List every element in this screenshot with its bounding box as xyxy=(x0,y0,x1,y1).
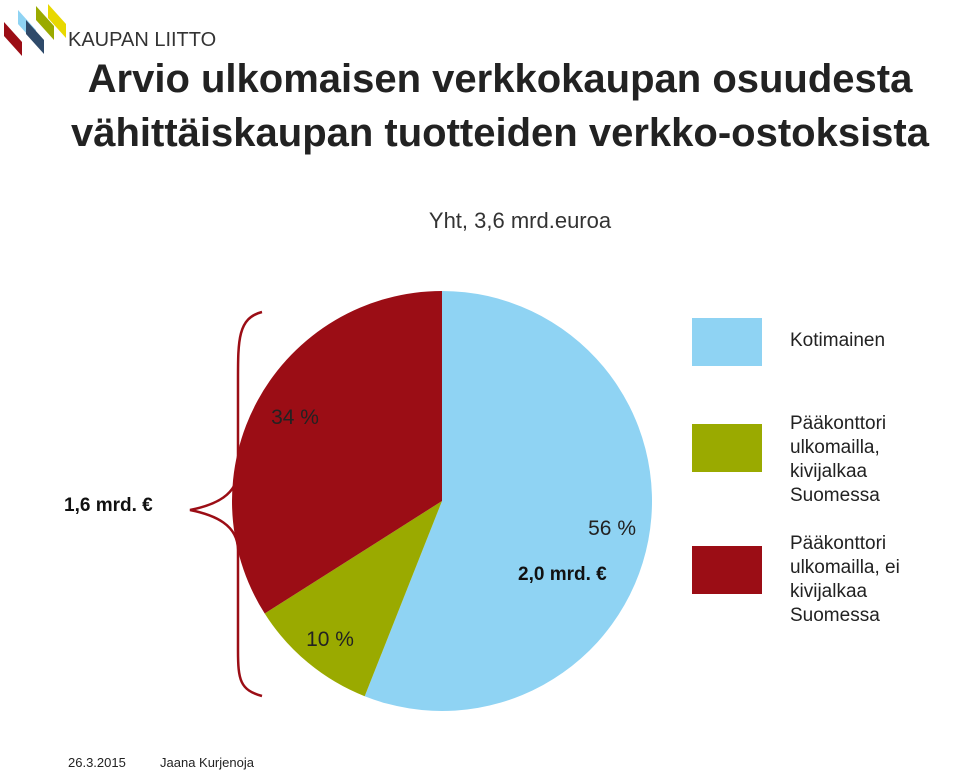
data-label: 10 % xyxy=(306,628,354,651)
legend-label: Kotimainen xyxy=(790,330,886,351)
annotation: 1,6 mrd. € xyxy=(64,495,153,516)
data-label: 56 % xyxy=(588,517,636,540)
annotation: 2,0 mrd. € xyxy=(518,564,607,585)
logo-mark xyxy=(4,4,66,56)
logo-text: KAUPAN LIITTO xyxy=(68,29,216,51)
footer-date: 26.3.2015 xyxy=(68,755,126,770)
footer-author: Jaana Kurjenoja xyxy=(160,755,254,770)
legend-swatch xyxy=(692,546,762,594)
pie-slice xyxy=(231,291,442,614)
chart-title: Arvio ulkomaisen verkkokaupan osuudesta … xyxy=(70,57,929,155)
legend-label: Pääkonttori ulkomailla, kivijalkaa Suome… xyxy=(790,413,887,506)
legend-swatch xyxy=(692,424,762,472)
pie-slice xyxy=(264,501,442,697)
pie-slice xyxy=(364,291,652,711)
data-label: 34 % xyxy=(271,406,319,429)
legend-label: Pääkonttori ulkomailla, ei kivijalkaa Su… xyxy=(790,533,900,626)
brace xyxy=(189,310,263,698)
chart-subtitle: Yht, 3,6 mrd.euroa xyxy=(428,208,612,233)
legend-swatch xyxy=(692,318,762,366)
